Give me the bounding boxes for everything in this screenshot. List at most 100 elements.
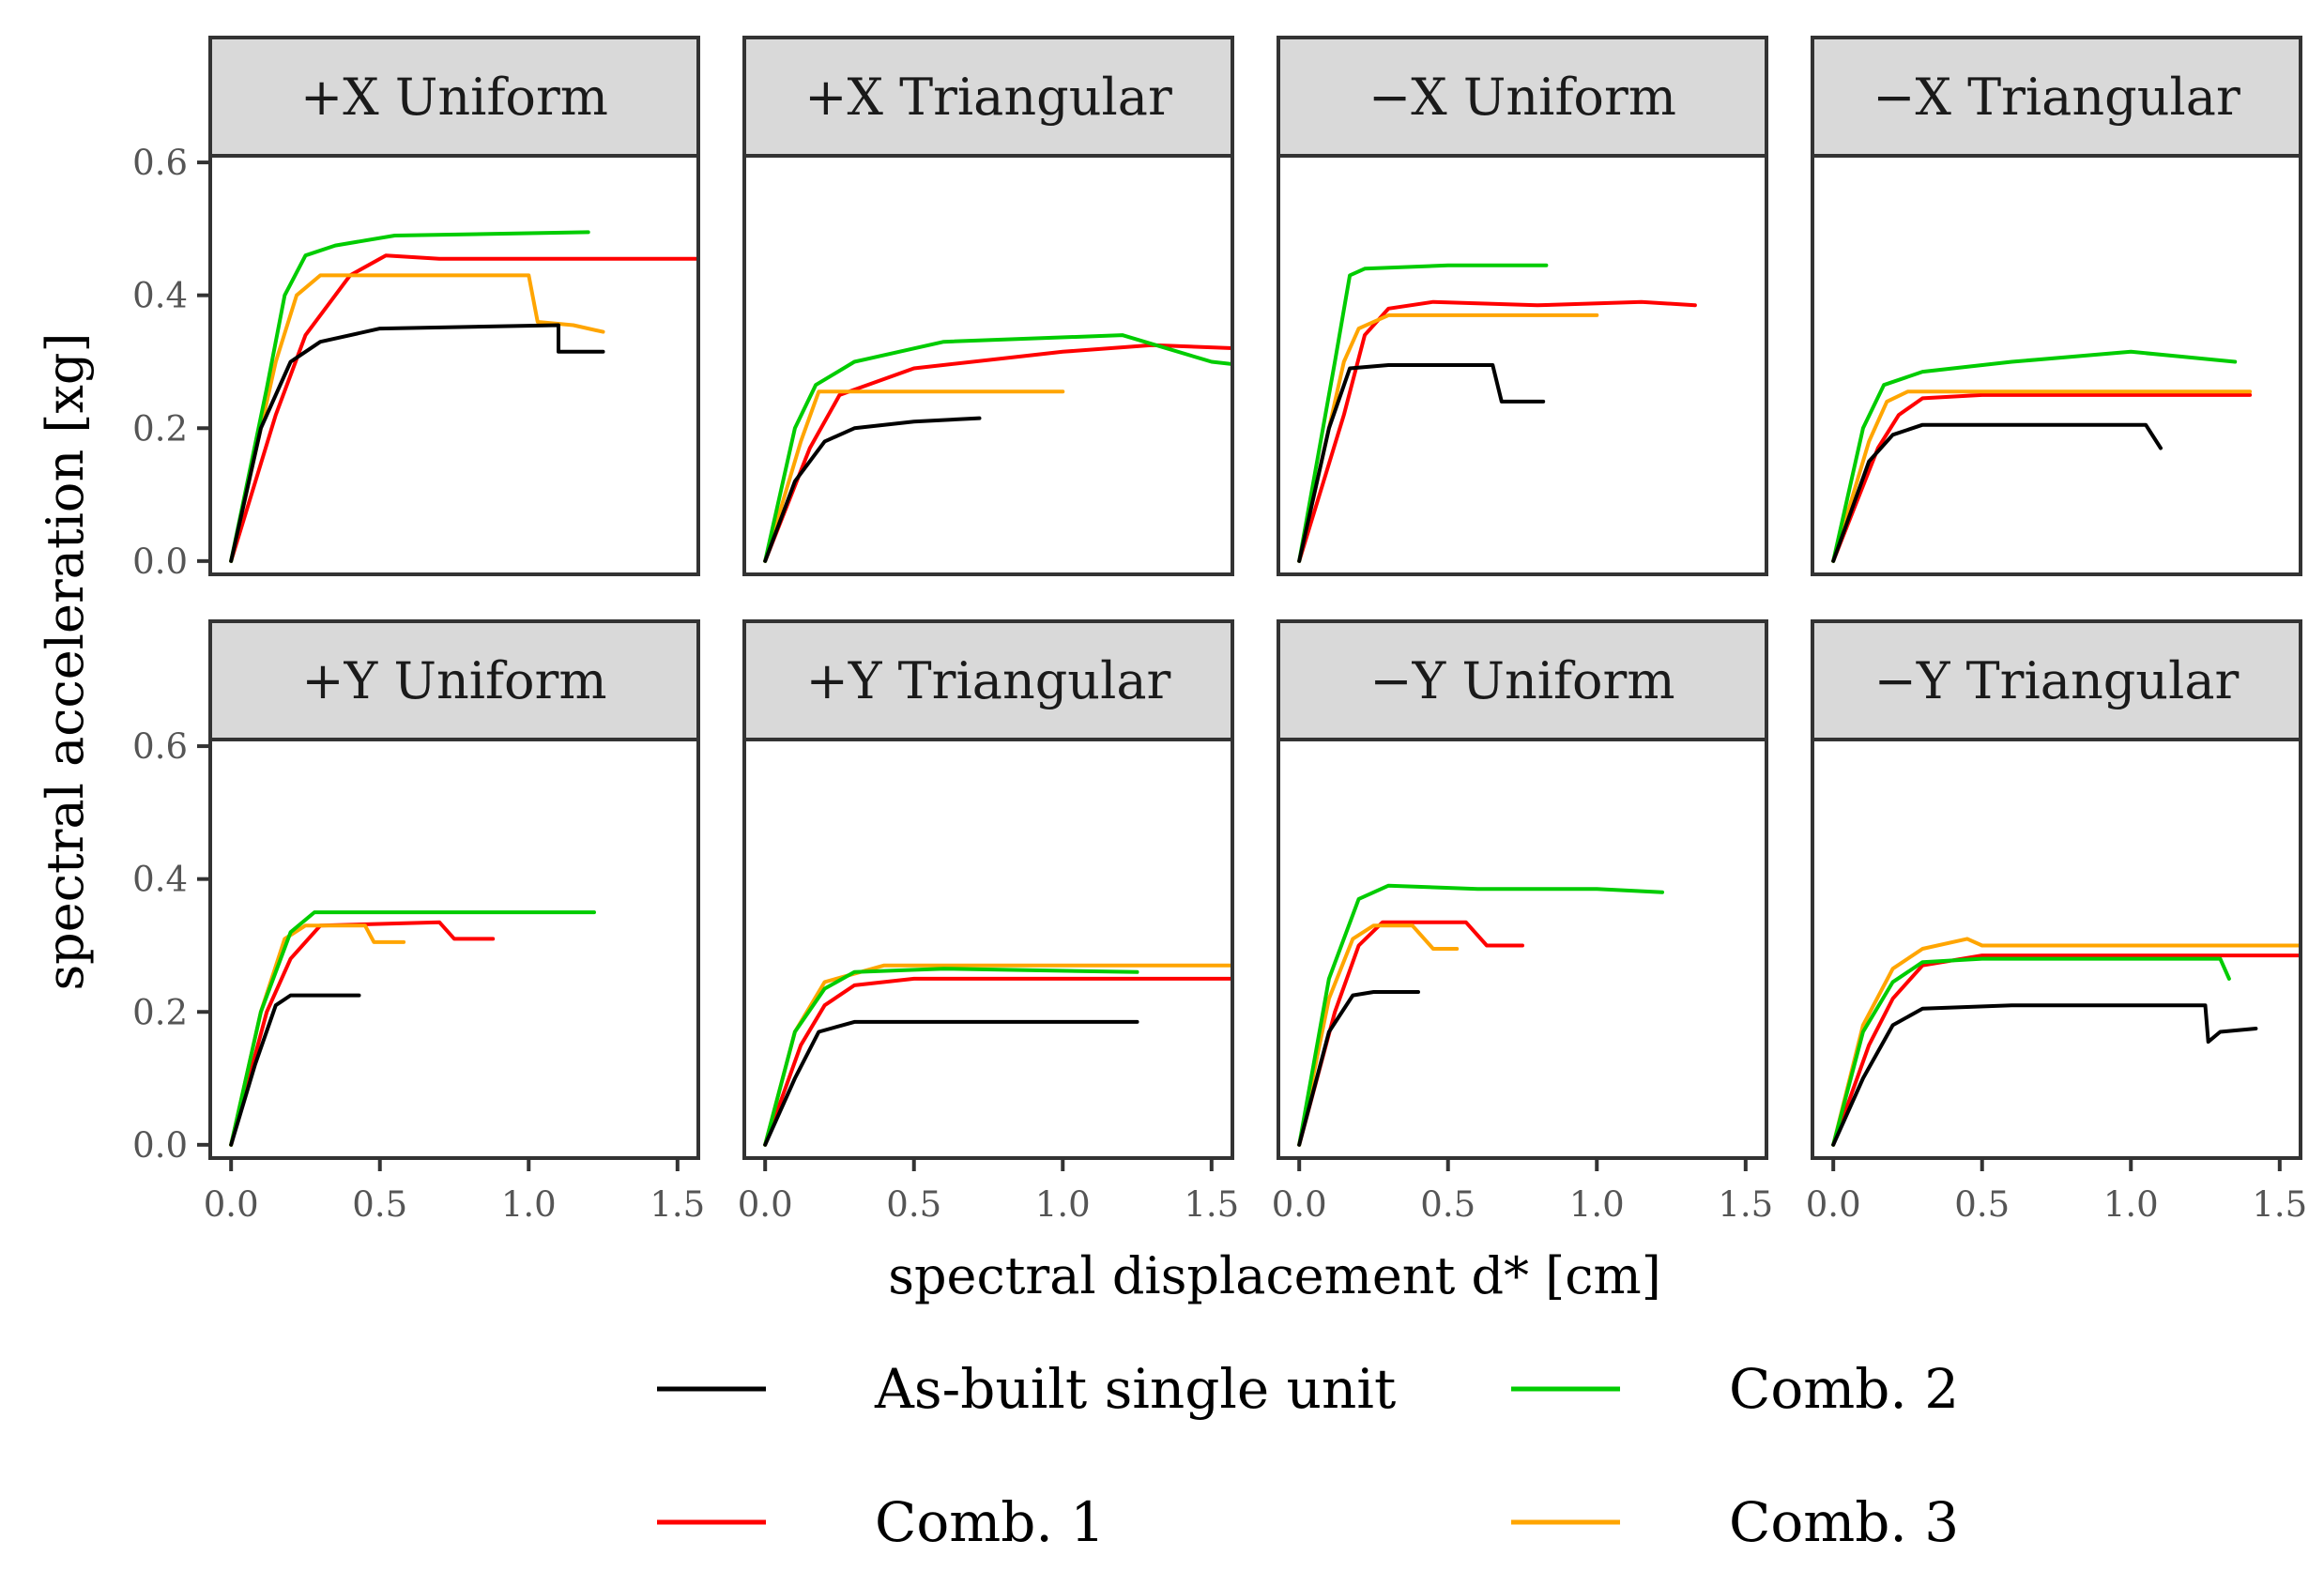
panel-border — [1277, 738, 1768, 1160]
series-line-comb-2 — [1297, 883, 1664, 1147]
x-tick-label: 0.5 — [352, 1184, 407, 1225]
panel-title: +Y Triangular — [806, 651, 1171, 710]
panel-title: +X Triangular — [804, 68, 1172, 127]
panel-pos-y-uniform: +Y Uniform — [208, 619, 700, 1160]
series-line-comb-1 — [763, 976, 1232, 1147]
panel-title: +X Uniform — [300, 68, 608, 127]
x-tick-label: 1.5 — [2252, 1184, 2307, 1225]
series-line-comb-3 — [763, 389, 1065, 563]
legend-label: As-built single unit — [874, 1357, 1396, 1421]
x-tick-label: 1.5 — [650, 1184, 705, 1225]
x-tick-label: 0.5 — [1420, 1184, 1475, 1225]
x-axis-title: spectral displacement d* [cm] — [888, 1246, 1661, 1305]
series-line-as-built-single-unit — [1297, 363, 1546, 563]
panel-border — [208, 154, 700, 576]
series-line-comb-2 — [229, 910, 596, 1147]
x-tick-label: 1.5 — [1718, 1184, 1773, 1225]
series-line-as-built-single-unit — [229, 323, 605, 563]
panel-border — [742, 154, 1234, 576]
panel-lines — [1297, 263, 1697, 563]
x-tick-label: 0.5 — [1954, 1184, 2010, 1225]
panel-pos-y-triangular: +Y Triangular — [742, 619, 1234, 1160]
panel-title: −Y Uniform — [1369, 651, 1674, 710]
series-line-comb-1 — [1831, 392, 2253, 563]
panel-lines — [1831, 349, 2253, 563]
y-tick-label: 0.0 — [132, 541, 188, 582]
y-tick-label: 0.2 — [132, 992, 188, 1032]
panel-border — [208, 738, 700, 1160]
legend-label: Comb. 2 — [1729, 1357, 1959, 1421]
legend-item-comb-1: Comb. 1 — [657, 1490, 1105, 1554]
series-line-comb-3 — [1831, 937, 2301, 1147]
legend-label: Comb. 1 — [875, 1490, 1105, 1554]
series-line-comb-1 — [1297, 920, 1524, 1147]
series-line-comb-2 — [229, 230, 590, 563]
panel-lines — [763, 333, 1232, 563]
panel-border — [1277, 154, 1768, 576]
series-line-comb-2 — [1831, 349, 2238, 563]
y-axis-title: spectral acceleration [xg] — [36, 332, 95, 990]
legend-label: Comb. 3 — [1729, 1490, 1959, 1554]
x-tick-label: 1.0 — [501, 1184, 557, 1225]
x-tick-label: 0.0 — [1272, 1184, 1327, 1225]
panel-strip — [1277, 619, 1768, 741]
series-line-comb-1 — [229, 253, 698, 563]
series-line-comb-3 — [1831, 389, 2253, 563]
series-line-as-built-single-unit — [1831, 1003, 2258, 1147]
panel-lines — [763, 963, 1232, 1147]
series-line-comb-2 — [763, 333, 1232, 563]
series-line-as-built-single-unit — [1297, 990, 1420, 1147]
legend-item-comb-3: Comb. 3 — [1511, 1490, 1959, 1554]
y-tick-label: 0.0 — [132, 1125, 188, 1166]
x-tick-label: 1.0 — [2103, 1184, 2159, 1225]
series-line-comb-1 — [229, 920, 496, 1147]
series-line-comb-3 — [763, 963, 1232, 1147]
panel-neg-x-uniform: −X Uniform — [1277, 36, 1768, 576]
panel-lines — [229, 230, 698, 563]
series-line-comb-2 — [763, 967, 1139, 1147]
y-tick-label: 0.4 — [132, 276, 188, 316]
x-tick-label: 0.0 — [738, 1184, 793, 1225]
panel-strip — [1811, 36, 2302, 158]
y-tick-label: 0.4 — [132, 860, 188, 900]
series-line-comb-1 — [1831, 953, 2301, 1147]
x-tick-label: 0.0 — [204, 1184, 259, 1225]
panel-title: −X Uniform — [1368, 68, 1676, 127]
series-line-comb-2 — [1297, 263, 1549, 563]
y-tick-label: 0.6 — [132, 143, 188, 183]
x-tick-label: 1.0 — [1569, 1184, 1625, 1225]
series-line-as-built-single-unit — [763, 416, 982, 563]
panels-grid: +X Uniform +X Triangular −X Uniform −X Tria… — [208, 36, 2302, 1160]
panel-lines — [1297, 883, 1664, 1147]
series-line-as-built-single-unit — [763, 1019, 1139, 1147]
series-line-comb-3 — [1297, 923, 1460, 1147]
x-tick-label: 0.5 — [886, 1184, 941, 1225]
series-line-comb-3 — [1297, 313, 1599, 563]
series-line-as-built-single-unit — [229, 993, 361, 1147]
legend-item-as-built-single-unit: As-built single unit — [657, 1357, 1396, 1421]
panel-neg-x-triangular: −X Triangular — [1811, 36, 2302, 576]
panel-border — [1811, 738, 2302, 1160]
y-tick-label: 0.6 — [132, 726, 188, 767]
panel-title: −Y Triangular — [1874, 651, 2240, 710]
x-tick-label: 1.0 — [1035, 1184, 1091, 1225]
panel-strip — [742, 36, 1234, 158]
legend-item-comb-2: Comb. 2 — [1511, 1357, 1959, 1421]
legend: As-built single unit Comb. 2 Comb. 1 Comb. … — [657, 1357, 1959, 1554]
panel-strip — [208, 619, 700, 741]
panel-strip — [208, 36, 700, 158]
series-line-as-built-single-unit — [1831, 422, 2163, 563]
series-line-comb-2 — [1831, 956, 2231, 1147]
x-tick-label: 0.0 — [1806, 1184, 1861, 1225]
panel-title: −X Triangular — [1873, 68, 2240, 127]
panel-border — [1811, 154, 2302, 576]
panel-strip — [1811, 619, 2302, 741]
series-line-comb-1 — [763, 343, 1232, 563]
panel-pos-x-uniform: +X Uniform — [208, 36, 700, 576]
panel-strip — [1277, 36, 1768, 158]
series-line-comb-1 — [1297, 299, 1697, 563]
x-tick-label: 1.5 — [1184, 1184, 1239, 1225]
panel-title: +Y Uniform — [301, 651, 606, 710]
panel-pos-x-triangular: +X Triangular — [742, 36, 1234, 576]
